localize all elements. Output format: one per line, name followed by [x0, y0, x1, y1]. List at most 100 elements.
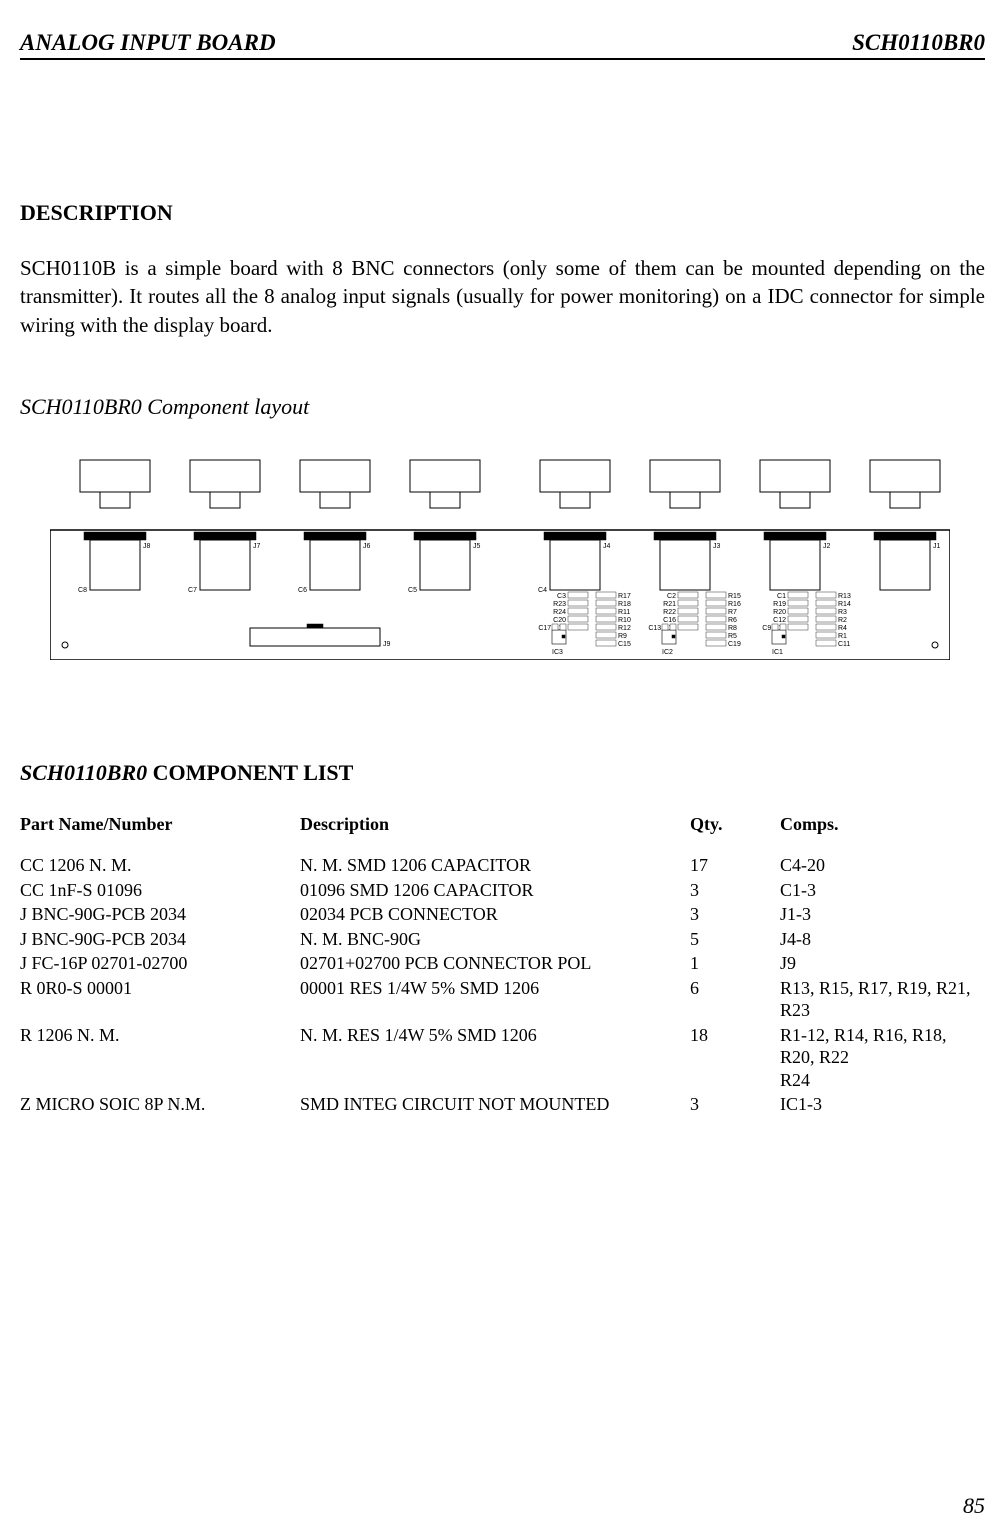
table-cell: CC 1206 N. M.	[20, 853, 300, 878]
table-row: CC 1206 N. M.N. M. SMD 1206 CAPACITOR17C…	[20, 853, 985, 878]
table-cell: Z MICRO SOIC 8P N.M.	[20, 1092, 300, 1117]
svg-text:C4: C4	[538, 587, 547, 594]
svg-text:J9: J9	[383, 641, 391, 648]
svg-text:C20: C20	[553, 617, 566, 624]
svg-text:R18: R18	[618, 601, 631, 608]
svg-text:R1: R1	[838, 633, 847, 640]
svg-text:R24: R24	[553, 609, 566, 616]
description-heading: DESCRIPTION	[20, 200, 985, 226]
svg-text:R13: R13	[838, 593, 851, 600]
table-row: J BNC-90G-PCB 2034N. M. BNC-90G5J4-8	[20, 927, 985, 952]
table-cell: SMD INTEG CIRCUIT NOT MOUNTED	[300, 1092, 690, 1117]
table-cell: J BNC-90G-PCB 2034	[20, 902, 300, 927]
svg-text:C6: C6	[298, 587, 307, 594]
svg-text:J8: J8	[143, 543, 151, 550]
component-list-title: SCH0110BR0 COMPONENT LIST	[20, 760, 985, 786]
table-cell: J1-3	[780, 902, 985, 927]
svg-text:J7: J7	[253, 543, 261, 550]
table-cell: IC1-3	[780, 1092, 985, 1117]
table-cell: 00001 RES 1/4W 5% SMD 1206	[300, 976, 690, 1023]
col-header-qty: Qty.	[690, 814, 780, 853]
table-cell: 3	[690, 878, 780, 903]
table-header-row: Part Name/Number Description Qty. Comps.	[20, 814, 985, 853]
table-cell: 5	[690, 927, 780, 952]
description-text: SCH0110B is a simple board with 8 BNC co…	[20, 254, 985, 339]
svg-text:R21: R21	[663, 601, 676, 608]
svg-text:C8: C8	[78, 587, 87, 594]
col-header-comps: Comps.	[780, 814, 985, 853]
svg-text:R10: R10	[618, 617, 631, 624]
table-cell: 1	[690, 951, 780, 976]
component-table: Part Name/Number Description Qty. Comps.…	[20, 814, 985, 1117]
svg-text:C2: C2	[667, 593, 676, 600]
table-cell: J BNC-90G-PCB 2034	[20, 927, 300, 952]
svg-text:R15: R15	[728, 593, 741, 600]
svg-text:R16: R16	[728, 601, 741, 608]
svg-text:R17: R17	[618, 593, 631, 600]
page-header: ANALOG INPUT BOARD SCH0110BR0	[20, 30, 985, 60]
pcb-layout-svg: J8C8J7C7J6C6J5C5J4C4J3J2J1J9C3R17R23R18R…	[50, 450, 950, 660]
table-row: Z MICRO SOIC 8P N.M.SMD INTEG CIRCUIT NO…	[20, 1092, 985, 1117]
svg-text:R5: R5	[728, 633, 737, 640]
header-left: ANALOG INPUT BOARD	[20, 30, 276, 56]
table-row: J BNC-90G-PCB 203402034 PCB CONNECTOR3J1…	[20, 902, 985, 927]
table-cell: J4-8	[780, 927, 985, 952]
svg-text:R8: R8	[728, 625, 737, 632]
svg-text:J6: J6	[363, 543, 371, 550]
table-cell: N. M. BNC-90G	[300, 927, 690, 952]
svg-text:C11: C11	[838, 641, 850, 648]
svg-text:J4: J4	[603, 543, 611, 550]
svg-text:R7: R7	[728, 609, 737, 616]
svg-text:R19: R19	[773, 601, 786, 608]
svg-text:R14: R14	[838, 601, 851, 608]
table-cell: J9	[780, 951, 985, 976]
complist-title-rest: COMPONENT LIST	[147, 760, 353, 785]
svg-text:R11: R11	[618, 609, 630, 616]
svg-text:C3: C3	[557, 593, 566, 600]
complist-title-part: SCH0110BR0	[20, 760, 147, 785]
svg-text:J3: J3	[713, 543, 721, 550]
table-cell: R1-12, R14, R16, R18, R20, R22R24	[780, 1023, 985, 1093]
col-header-part: Part Name/Number	[20, 814, 300, 853]
svg-text:IC1: IC1	[772, 649, 783, 656]
svg-text:R2: R2	[838, 617, 847, 624]
table-cell: N. M. RES 1/4W 5% SMD 1206	[300, 1023, 690, 1093]
layout-heading: SCH0110BR0 Component layout	[20, 394, 985, 420]
table-cell: 17	[690, 853, 780, 878]
svg-text:IC2: IC2	[662, 649, 673, 656]
svg-text:R6: R6	[728, 617, 737, 624]
svg-text:C7: C7	[188, 587, 197, 594]
svg-text:C1: C1	[777, 593, 786, 600]
svg-text:C15: C15	[618, 641, 631, 648]
table-cell: J FC-16P 02701-02700	[20, 951, 300, 976]
table-cell: 02701+02700 PCB CONNECTOR POL	[300, 951, 690, 976]
svg-text:C5: C5	[408, 587, 417, 594]
svg-text:R9: R9	[618, 633, 627, 640]
table-cell: 01096 SMD 1206 CAPACITOR	[300, 878, 690, 903]
table-cell: 3	[690, 1092, 780, 1117]
svg-text:J1: J1	[933, 543, 941, 550]
table-cell: 6	[690, 976, 780, 1023]
svg-text:C12: C12	[773, 617, 786, 624]
table-cell: N. M. SMD 1206 CAPACITOR	[300, 853, 690, 878]
svg-text:R22: R22	[663, 609, 676, 616]
svg-text:J5: J5	[473, 543, 481, 550]
svg-text:R3: R3	[838, 609, 847, 616]
col-header-desc: Description	[300, 814, 690, 853]
svg-text:R4: R4	[838, 625, 847, 632]
svg-text:R20: R20	[773, 609, 786, 616]
page-number: 85	[963, 1493, 985, 1519]
svg-text:R23: R23	[553, 601, 566, 608]
svg-text:R12: R12	[618, 625, 631, 632]
table-row: J FC-16P 02701-0270002701+02700 PCB CONN…	[20, 951, 985, 976]
svg-text:C16: C16	[663, 617, 676, 624]
component-layout-diagram: J8C8J7C7J6C6J5C5J4C4J3J2J1J9C3R17R23R18R…	[50, 450, 955, 660]
svg-text:J2: J2	[823, 543, 831, 550]
table-row: CC 1nF-S 0109601096 SMD 1206 CAPACITOR3C…	[20, 878, 985, 903]
table-cell: R13, R15, R17, R19, R21, R23	[780, 976, 985, 1023]
table-cell: 18	[690, 1023, 780, 1093]
table-cell: C1-3	[780, 878, 985, 903]
header-right: SCH0110BR0	[852, 30, 985, 56]
table-cell: R 0R0-S 00001	[20, 976, 300, 1023]
table-cell: CC 1nF-S 01096	[20, 878, 300, 903]
